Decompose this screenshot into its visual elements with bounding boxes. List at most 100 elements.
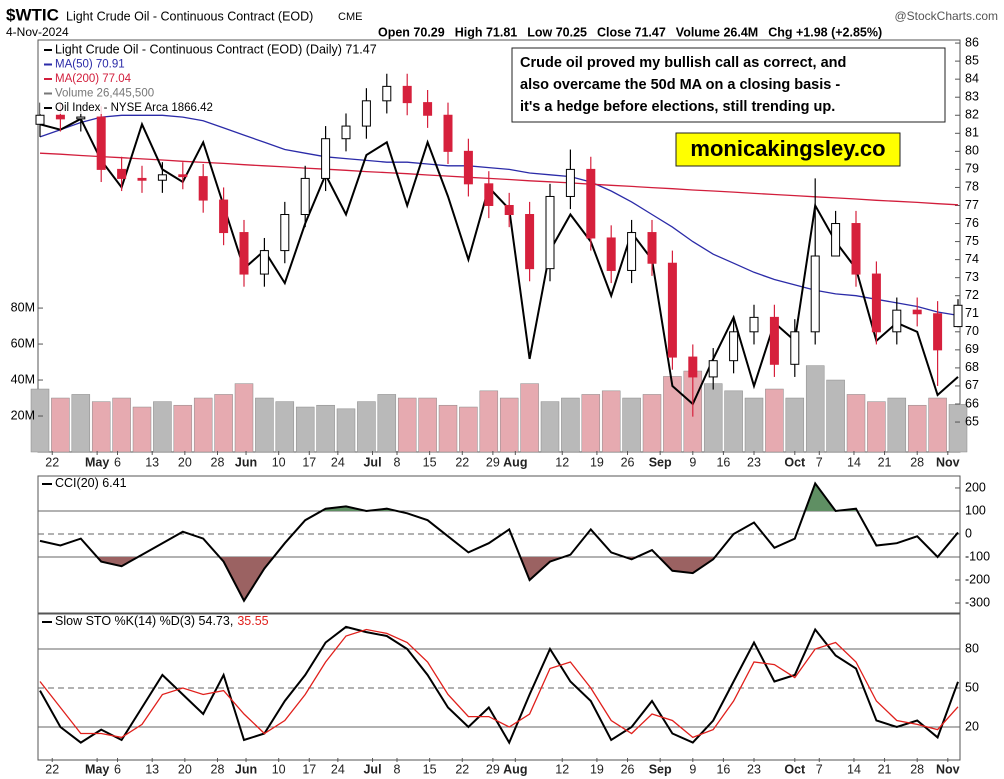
- y-tick-label: 72: [965, 288, 979, 302]
- x-tick-label: May: [85, 455, 109, 469]
- x-tick-label: 22: [45, 762, 59, 776]
- date: 4-Nov-2024: [6, 25, 69, 39]
- x-tick-label: Nov: [936, 455, 960, 469]
- candle-body: [933, 313, 943, 351]
- cci-panel: [37, 475, 961, 614]
- volume-bar: [724, 390, 743, 453]
- candle-body: [341, 125, 351, 140]
- x-tick-label: Sep: [649, 455, 672, 469]
- y-tick-label: 76: [965, 216, 979, 230]
- volume-bar: [928, 397, 947, 453]
- y2-tick-label: 80M: [11, 300, 35, 314]
- candle-body: [667, 262, 677, 358]
- line: [39, 625, 959, 745]
- quote-item: High 71.81: [455, 25, 518, 39]
- y-tick-label: 20: [965, 719, 979, 733]
- quote-item: Chg +1.98 (+2.85%): [768, 25, 882, 39]
- x-tick-label: 14: [847, 762, 861, 776]
- volume-bar: [744, 397, 764, 453]
- y-tick-label: 73: [965, 270, 979, 284]
- candle-body: [96, 116, 106, 170]
- volume-bar: [438, 404, 458, 453]
- x-tick-label: 13: [145, 762, 159, 776]
- y-tick-label: 70: [965, 324, 979, 338]
- annotation: Crude oil proved my bullish call as corr…: [520, 55, 846, 71]
- candle-body: [484, 183, 494, 206]
- candle-body: [198, 176, 208, 201]
- volume-bar: [153, 401, 172, 453]
- y-tick-label: 75: [965, 234, 979, 248]
- y-tick-label: 77: [965, 198, 979, 212]
- y2-tick-label: 40M: [11, 372, 35, 386]
- y-tick-label: 69: [965, 342, 979, 356]
- x-tick-label: Jun: [235, 762, 257, 776]
- x-tick-label: 13: [145, 455, 159, 469]
- x-tick-label: 19: [590, 455, 604, 469]
- volume-bar: [30, 388, 50, 453]
- x-tick-label: Aug: [503, 762, 527, 776]
- volume-bar: [601, 390, 621, 453]
- x-tick-label: Nov: [936, 762, 960, 776]
- volume-bar: [765, 388, 784, 453]
- volume-bar: [581, 394, 601, 453]
- x-tick-label: 20: [178, 762, 192, 776]
- y2-tick-label: 60M: [11, 336, 35, 350]
- y-tick-label: 50: [965, 680, 979, 694]
- legend-item: 35.55: [237, 614, 268, 628]
- candle-body: [647, 232, 657, 264]
- y-tick-label: 85: [965, 53, 979, 67]
- candle-body: [851, 223, 861, 275]
- candle-body: [137, 177, 147, 181]
- x-tick-label: 14: [847, 455, 861, 469]
- y-tick-label: 79: [965, 162, 979, 176]
- x-tick-label: 7: [816, 455, 823, 469]
- candle-body: [259, 250, 269, 275]
- x-tick-label: 24: [331, 455, 345, 469]
- candle-body: [117, 168, 127, 179]
- volume-bar: [887, 397, 907, 453]
- x-tick-label: 16: [716, 455, 730, 469]
- candle-body: [300, 177, 310, 216]
- candle-body: [769, 316, 779, 365]
- legend-label: MA(200) 77.04: [55, 73, 132, 85]
- candle-body: [871, 273, 881, 333]
- candle-body: [627, 232, 637, 271]
- x-tick-label: 24: [331, 762, 345, 776]
- x-tick-label: 12: [555, 762, 569, 776]
- volume-bar: [112, 397, 131, 453]
- x-tick-label: 28: [211, 762, 225, 776]
- candle-body: [586, 168, 596, 239]
- x-tick-label: 12: [555, 455, 569, 469]
- quote-item: Volume 26.4M: [676, 25, 758, 39]
- x-tick-label: 26: [621, 455, 635, 469]
- volume-bar: [71, 394, 91, 453]
- y-tick-label: 200: [965, 480, 986, 494]
- candle-body: [157, 174, 167, 181]
- candle-body: [423, 102, 433, 116]
- watermark-box: [675, 132, 901, 167]
- candle-body: [749, 316, 759, 333]
- x-tick-label: 21: [878, 455, 892, 469]
- volume-bar: [91, 401, 111, 453]
- legend-bg: [40, 42, 290, 114]
- volume-bar: [132, 406, 152, 453]
- x-tick-label: 28: [910, 762, 924, 776]
- x-tick-label: 28: [211, 455, 225, 469]
- y-tick-label: -300: [965, 595, 990, 609]
- candle-body: [912, 309, 922, 315]
- y-tick-label: 81: [965, 126, 979, 140]
- candle-body: [688, 356, 698, 378]
- candle-body: [35, 114, 45, 125]
- x-tick-label: 22: [455, 455, 469, 469]
- candle-body: [239, 232, 249, 275]
- candle-body: [504, 204, 514, 216]
- candle-body: [729, 331, 739, 362]
- x-tick-label: 9: [689, 455, 696, 469]
- volume-bar: [173, 404, 193, 453]
- x-tick-label: May: [85, 762, 109, 776]
- candle-body: [953, 304, 963, 328]
- x-tick-label: 6: [114, 762, 121, 776]
- candle-body: [831, 223, 841, 257]
- x-tick-label: Jun: [235, 455, 257, 469]
- y-tick-label: -200: [965, 572, 990, 586]
